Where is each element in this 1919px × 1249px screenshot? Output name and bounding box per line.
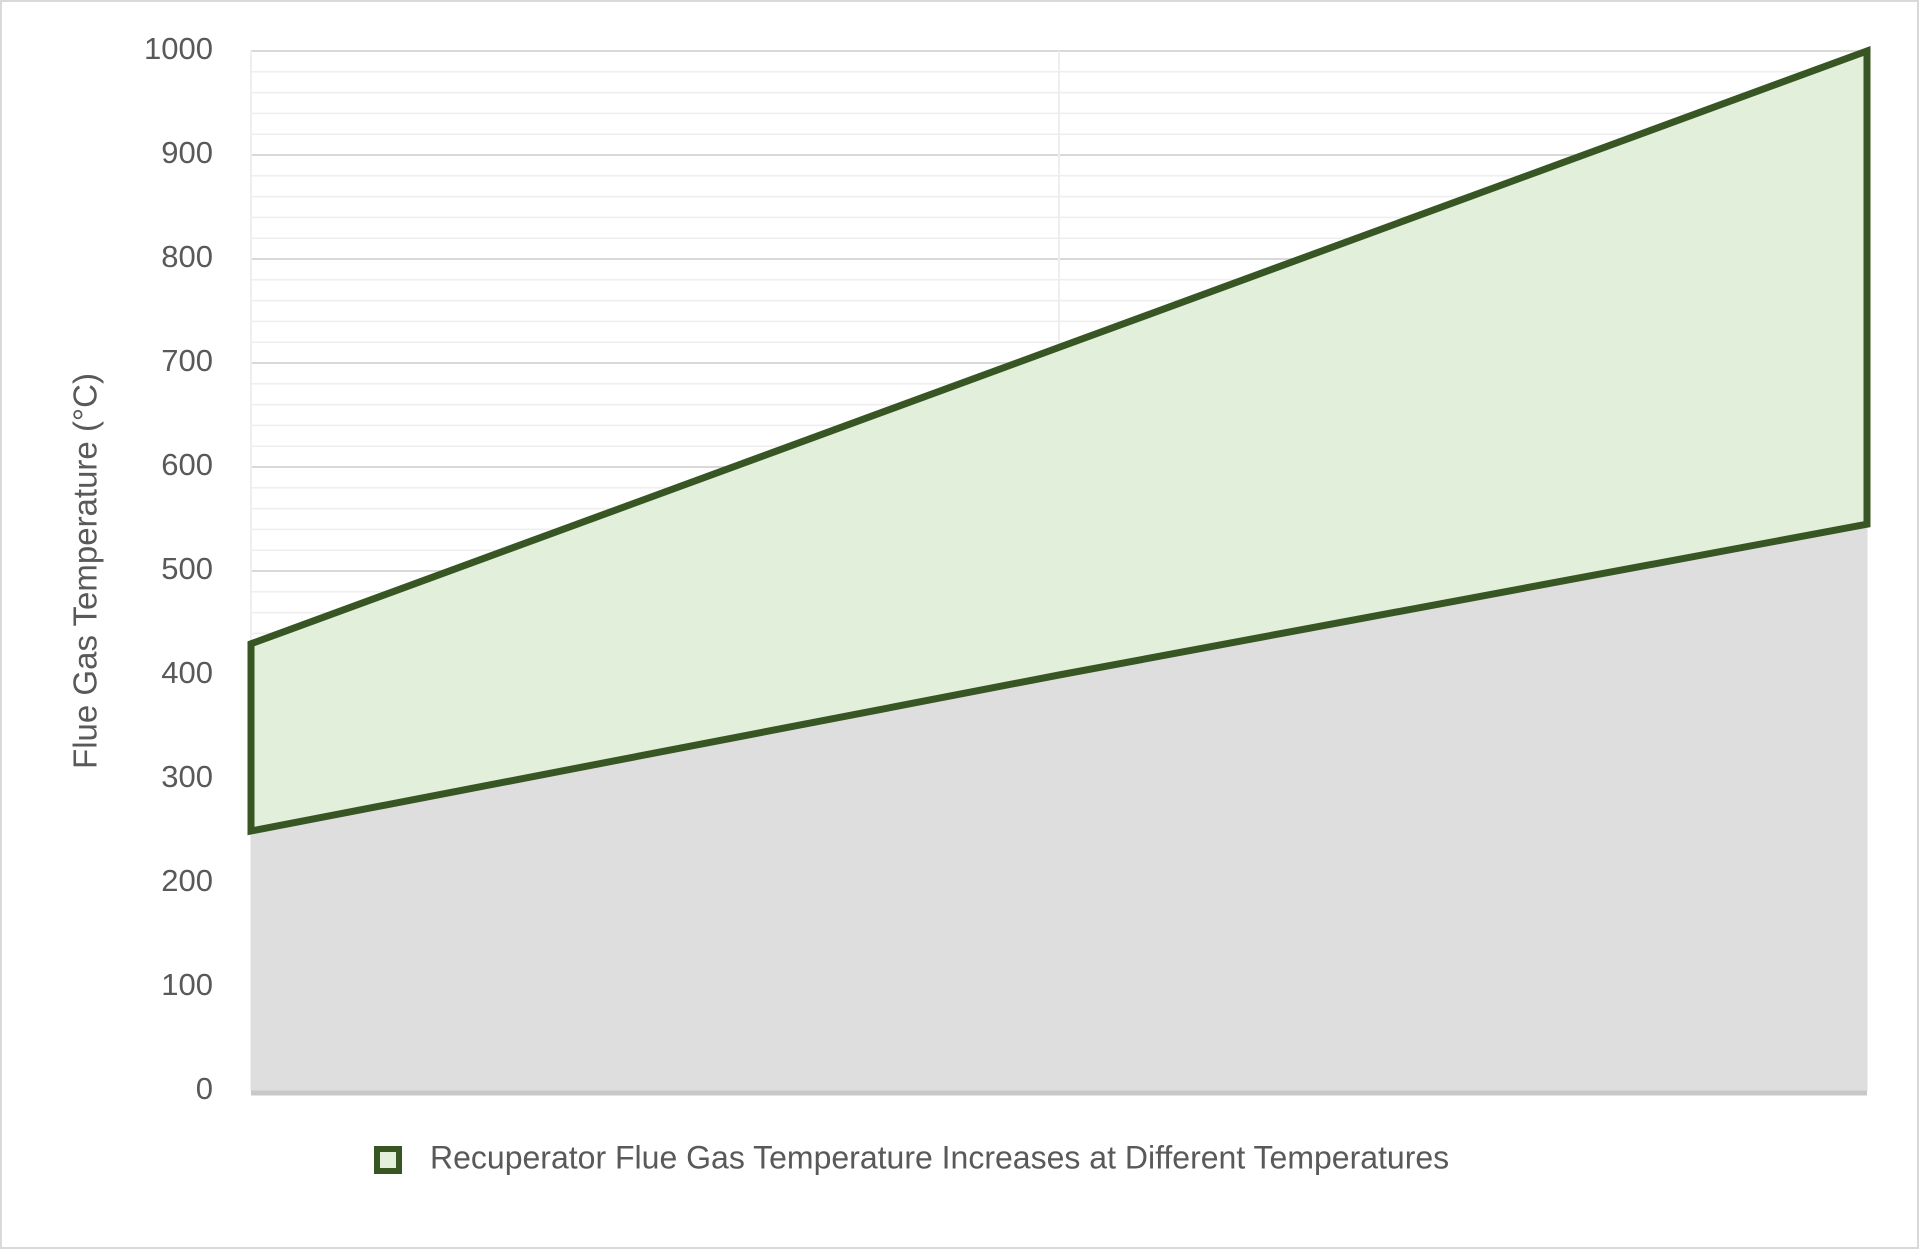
y-tick-label: 500 <box>161 551 213 586</box>
y-tick-label: 0 <box>196 1071 213 1106</box>
y-tick-label: 800 <box>161 239 213 274</box>
y-tick-label: 300 <box>161 759 213 794</box>
legend-marker <box>374 1146 402 1174</box>
y-tick-label: 1000 <box>144 31 213 66</box>
legend-label: Recuperator Flue Gas Temperature Increas… <box>430 1139 1449 1175</box>
y-tick-label: 700 <box>161 343 213 378</box>
y-tick-label: 600 <box>161 447 213 482</box>
y-tick-label: 200 <box>161 863 213 898</box>
y-tick-label: 900 <box>161 135 213 170</box>
y-axis-title: Flue Gas Temperature (°C) <box>67 373 104 769</box>
area <box>251 524 1867 1091</box>
area <box>247 45 1871 836</box>
y-tick-label: 100 <box>161 967 213 1002</box>
y-tick-label: 400 <box>161 655 213 690</box>
